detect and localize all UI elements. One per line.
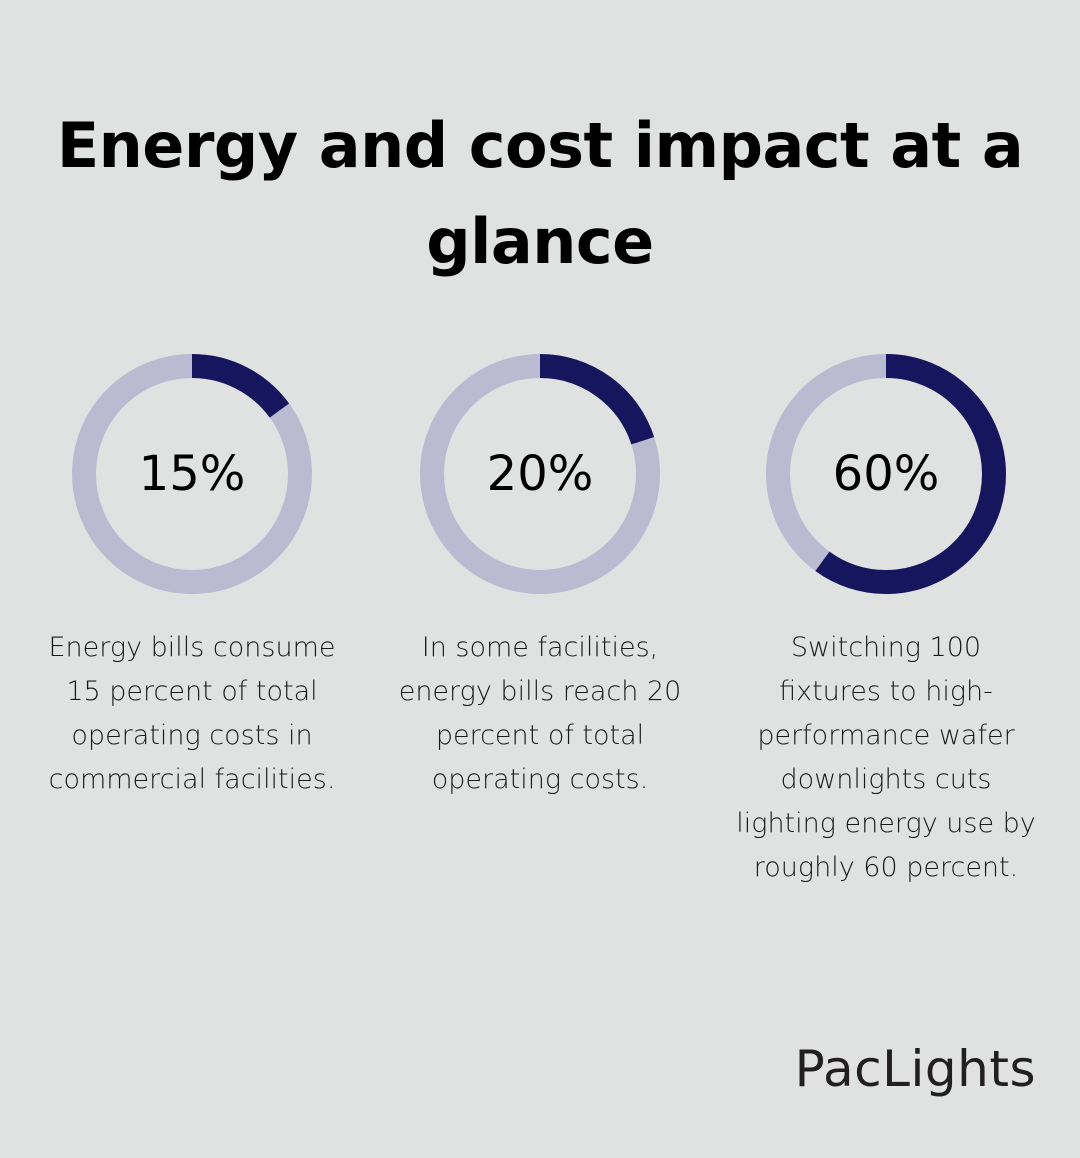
page-title: Energy and cost impact at a glance [56,109,1024,278]
donut-chart-3 [766,354,1006,594]
donut-chart-2 [420,354,660,594]
percentage-value: 60% [832,446,940,502]
percentage-value: 20% [486,446,594,502]
brand-logo: PacLights [794,1040,1036,1098]
percentage-value: 15% [138,446,246,502]
donut-chart-1 [72,354,312,594]
stat-description: Switching 100 fixtures to high-performan… [736,632,1036,883]
stat-description: In some facilities, energy bills reach 2… [398,632,682,795]
stat-description: Energy bills consume 15 percent of total… [48,632,336,795]
